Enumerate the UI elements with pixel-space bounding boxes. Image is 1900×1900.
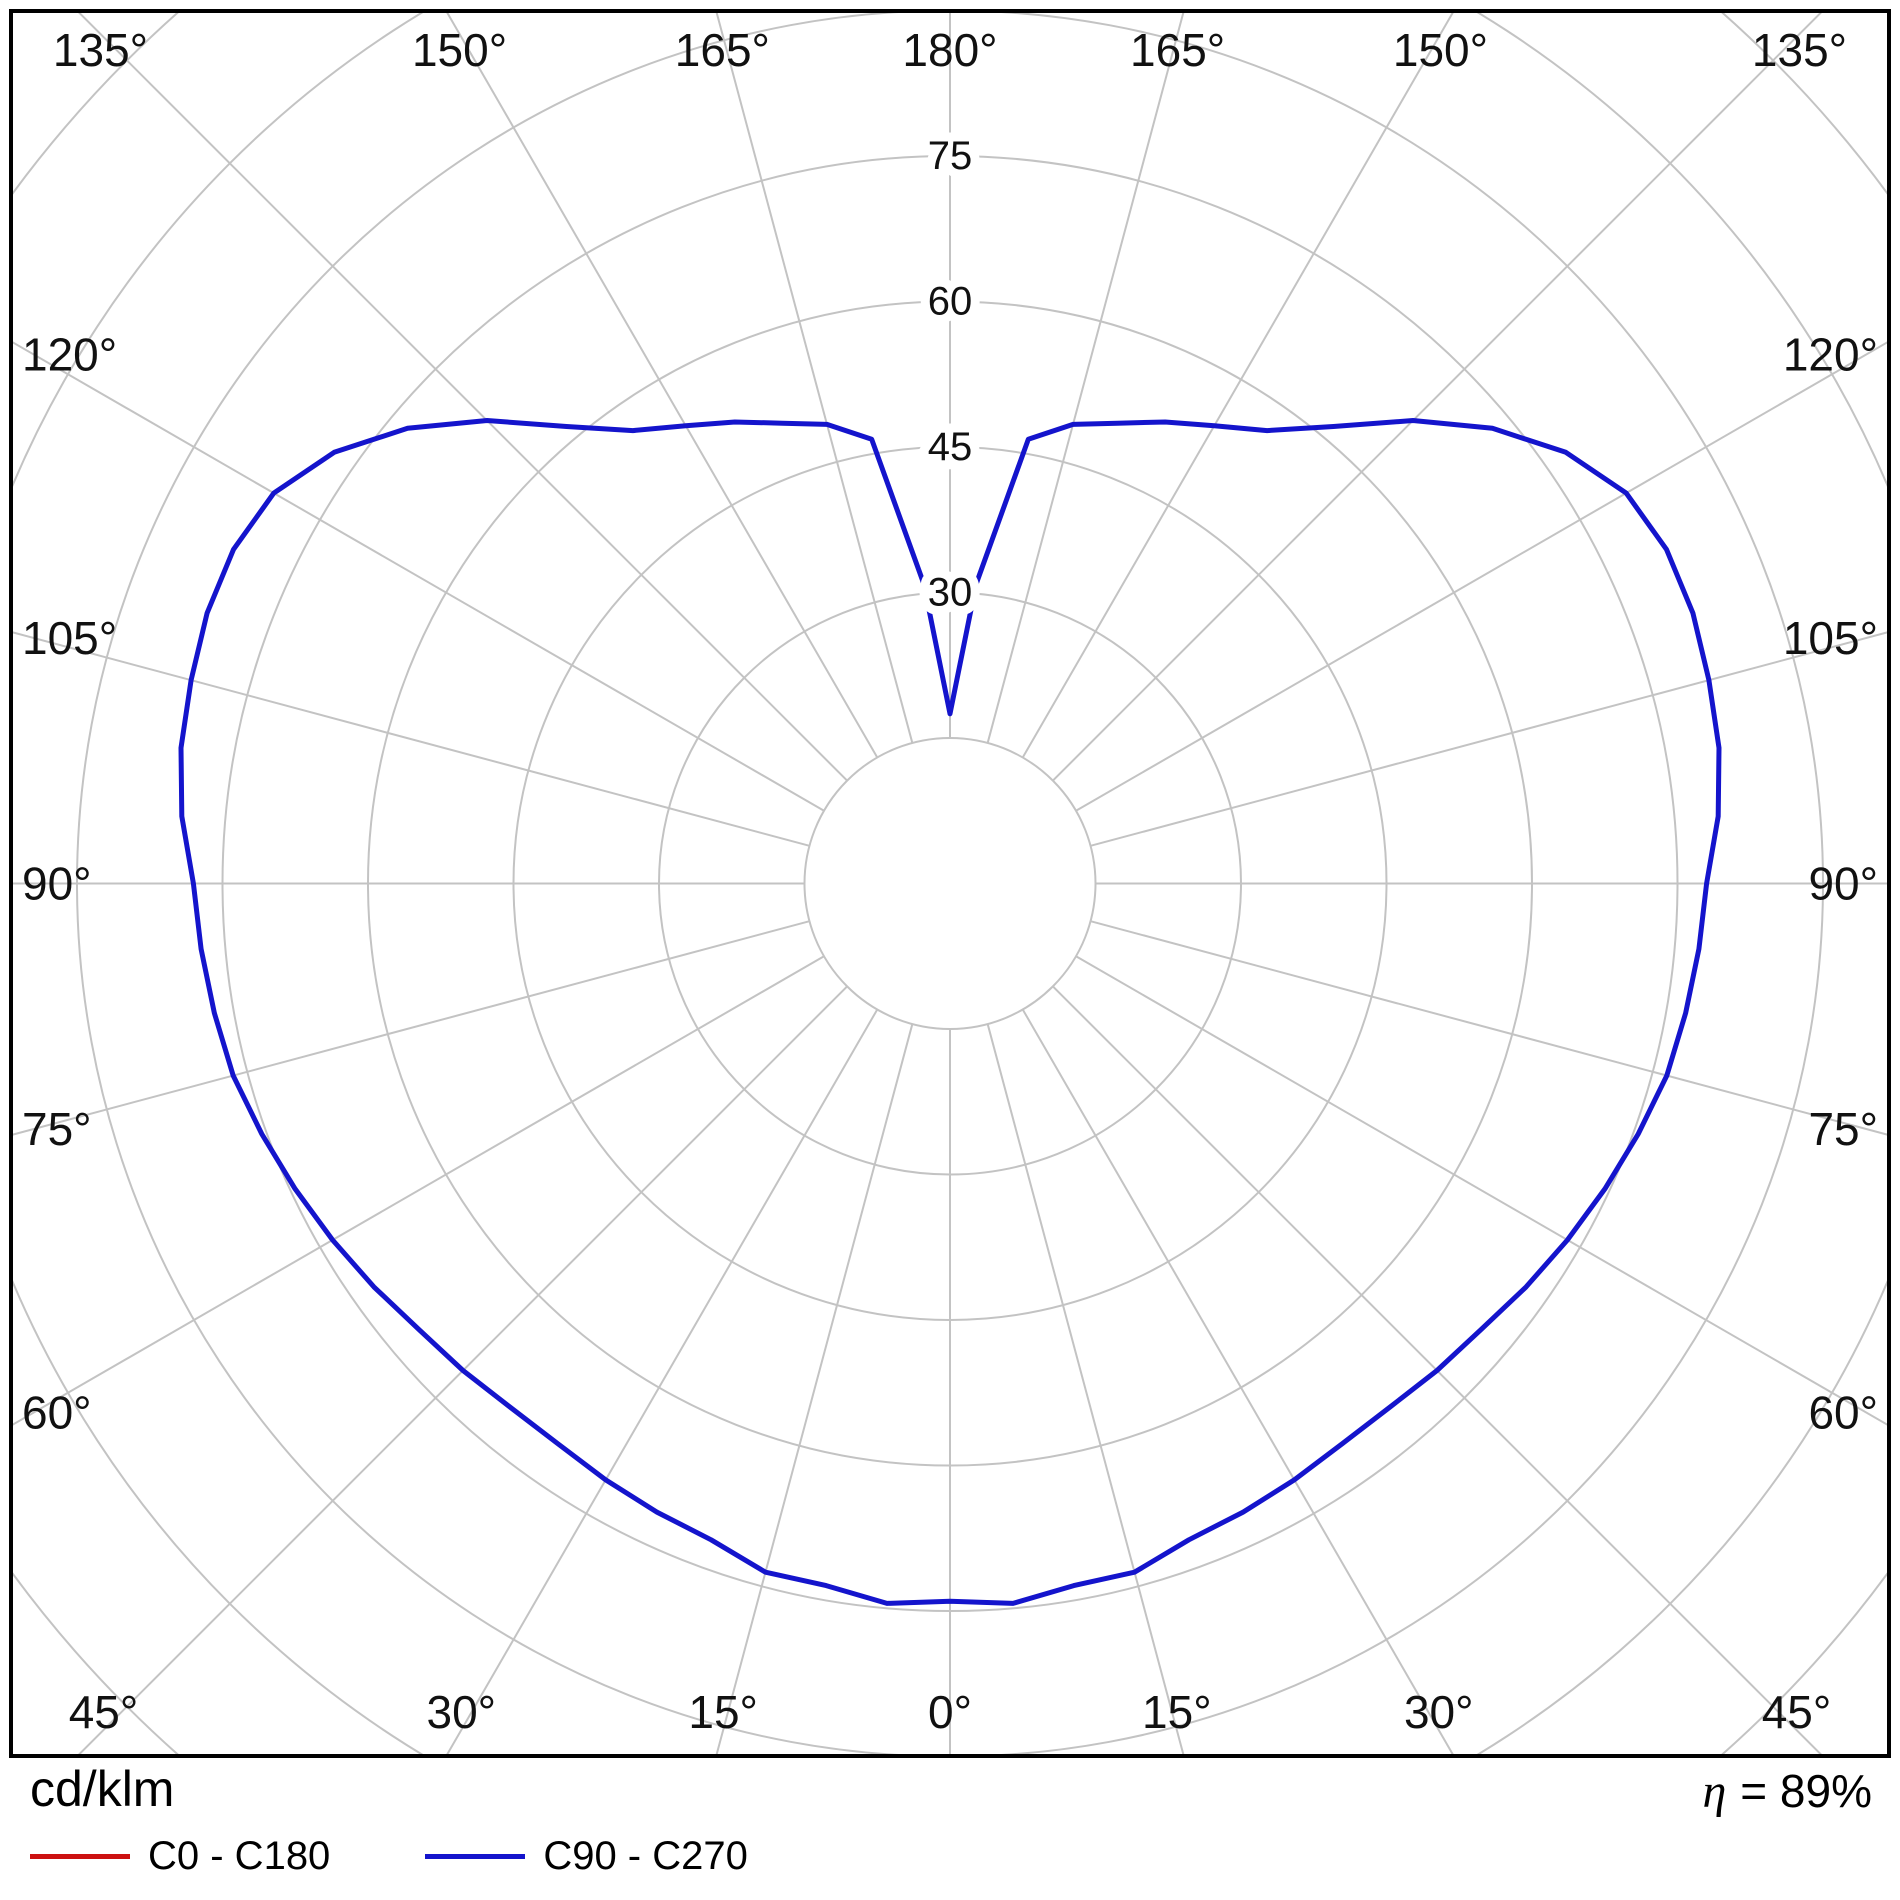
eta-symbol: η: [1702, 1765, 1727, 1818]
angle-label: 45°: [69, 1686, 139, 1738]
c90-c270-line-swatch: [425, 1854, 526, 1859]
angle-label: 75°: [22, 1103, 92, 1155]
grid-spoke: [13, 341, 825, 812]
chart-frame: [9, 9, 1891, 1758]
angle-label: 135°: [53, 24, 148, 76]
polar-grid: [13, 13, 1887, 1754]
angle-label: 60°: [22, 1386, 92, 1438]
radial-tick-label: 75: [928, 134, 973, 178]
legend: C0 - C180 C90 - C270: [30, 1834, 843, 1879]
angle-label: 120°: [22, 329, 117, 381]
angle-label: 15°: [1142, 1686, 1212, 1738]
radial-tick-label: 60: [928, 280, 973, 324]
grid-spoke: [13, 955, 825, 1426]
grid-circle: [803, 737, 1097, 1030]
angle-label: 15°: [688, 1686, 758, 1738]
grid-spoke: [1021, 1008, 1454, 1754]
radial-tick-label: 45: [928, 425, 973, 469]
angle-label: 120°: [1783, 329, 1878, 381]
angle-label: 30°: [426, 1686, 496, 1738]
legend-label-c0-c180: C0 - C180: [148, 1834, 331, 1878]
angle-label: 0°: [928, 1686, 972, 1738]
angle-label: 165°: [675, 24, 770, 76]
grid-spoke: [1089, 920, 1887, 1136]
grid-spoke: [986, 1023, 1185, 1754]
eta-value: = 89%: [1740, 1765, 1872, 1817]
grid-spoke: [1075, 955, 1887, 1426]
grid-spoke: [13, 920, 811, 1136]
grid-spoke: [1051, 985, 1822, 1754]
angle-label: 180°: [902, 24, 997, 76]
c90-c270-curve: [178, 418, 1722, 1606]
polar-chart: 0° 15° 15° 30° 30° 45° 45° 60° 60° 75° 75° 90° 90° 10…: [9, 9, 1891, 1758]
legend-item-c90-c270: C90 - C270: [425, 1834, 748, 1879]
grid-spoke: [715, 1023, 914, 1754]
c0-c180-line-swatch: [30, 1854, 130, 1859]
grid-spoke: [446, 13, 879, 759]
angle-label: 135°: [1752, 24, 1847, 76]
angle-label: 90°: [1808, 858, 1878, 910]
angle-label: 105°: [22, 612, 117, 664]
angle-label: 75°: [1808, 1103, 1878, 1155]
grid-spoke: [1075, 341, 1887, 812]
angle-label: 60°: [1808, 1386, 1878, 1438]
angle-label: 30°: [1404, 1686, 1474, 1738]
grid-spoke: [13, 631, 811, 847]
legend-label-c90-c270: C90 - C270: [543, 1834, 748, 1878]
legend-item-c0-c180: C0 - C180: [30, 1834, 330, 1879]
angle-label: 165°: [1130, 24, 1225, 76]
efficiency-label: η = 89%: [1702, 1764, 1872, 1819]
radial-tick-label: 30: [928, 571, 973, 615]
grid-spoke: [715, 13, 914, 744]
angle-label: 105°: [1783, 612, 1878, 664]
grid-spoke: [1089, 631, 1887, 847]
angle-label: 45°: [1762, 1686, 1832, 1738]
angle-label: 150°: [1393, 24, 1488, 76]
grid-spoke: [1021, 13, 1454, 759]
grid-spoke: [78, 13, 849, 782]
grid-spoke: [1051, 13, 1822, 782]
radial-unit-label: cd/klm: [30, 1761, 175, 1817]
labels: 0° 15° 15° 30° 30° 45° 45° 60° 60° 75° 75° 90° 90° 10…: [22, 24, 1878, 1738]
angle-label: 150°: [412, 24, 507, 76]
grid-spoke: [446, 1008, 879, 1754]
grid-spoke: [78, 985, 849, 1754]
grid-spoke: [986, 13, 1185, 744]
curves: [178, 418, 1722, 1606]
angle-label: 90°: [22, 858, 92, 910]
